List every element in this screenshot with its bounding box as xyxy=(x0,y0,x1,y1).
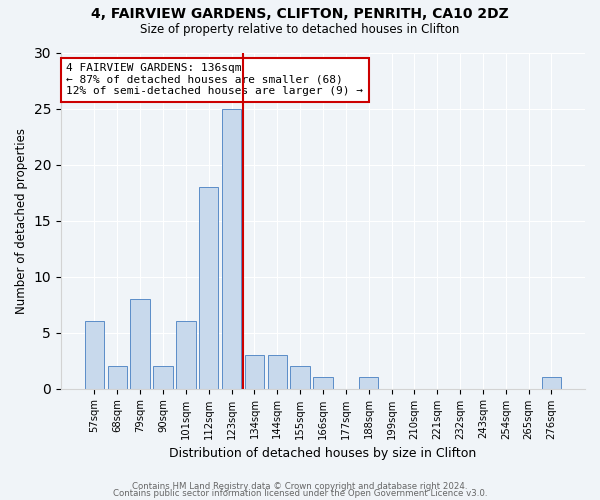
Text: 4 FAIRVIEW GARDENS: 136sqm
← 87% of detached houses are smaller (68)
12% of semi: 4 FAIRVIEW GARDENS: 136sqm ← 87% of deta… xyxy=(66,63,363,96)
Bar xyxy=(359,378,379,388)
Bar xyxy=(153,366,173,388)
Text: Contains public sector information licensed under the Open Government Licence v3: Contains public sector information licen… xyxy=(113,489,487,498)
Bar xyxy=(85,322,104,388)
Bar xyxy=(290,366,310,388)
Bar xyxy=(222,109,241,388)
Bar xyxy=(313,378,332,388)
Text: 4, FAIRVIEW GARDENS, CLIFTON, PENRITH, CA10 2DZ: 4, FAIRVIEW GARDENS, CLIFTON, PENRITH, C… xyxy=(91,8,509,22)
X-axis label: Distribution of detached houses by size in Clifton: Distribution of detached houses by size … xyxy=(169,447,476,460)
Text: Contains HM Land Registry data © Crown copyright and database right 2024.: Contains HM Land Registry data © Crown c… xyxy=(132,482,468,491)
Bar xyxy=(176,322,196,388)
Bar xyxy=(130,299,150,388)
Bar xyxy=(542,378,561,388)
Bar xyxy=(268,355,287,388)
Bar xyxy=(107,366,127,388)
Bar xyxy=(199,187,218,388)
Text: Size of property relative to detached houses in Clifton: Size of property relative to detached ho… xyxy=(140,22,460,36)
Bar xyxy=(245,355,264,388)
Y-axis label: Number of detached properties: Number of detached properties xyxy=(15,128,28,314)
